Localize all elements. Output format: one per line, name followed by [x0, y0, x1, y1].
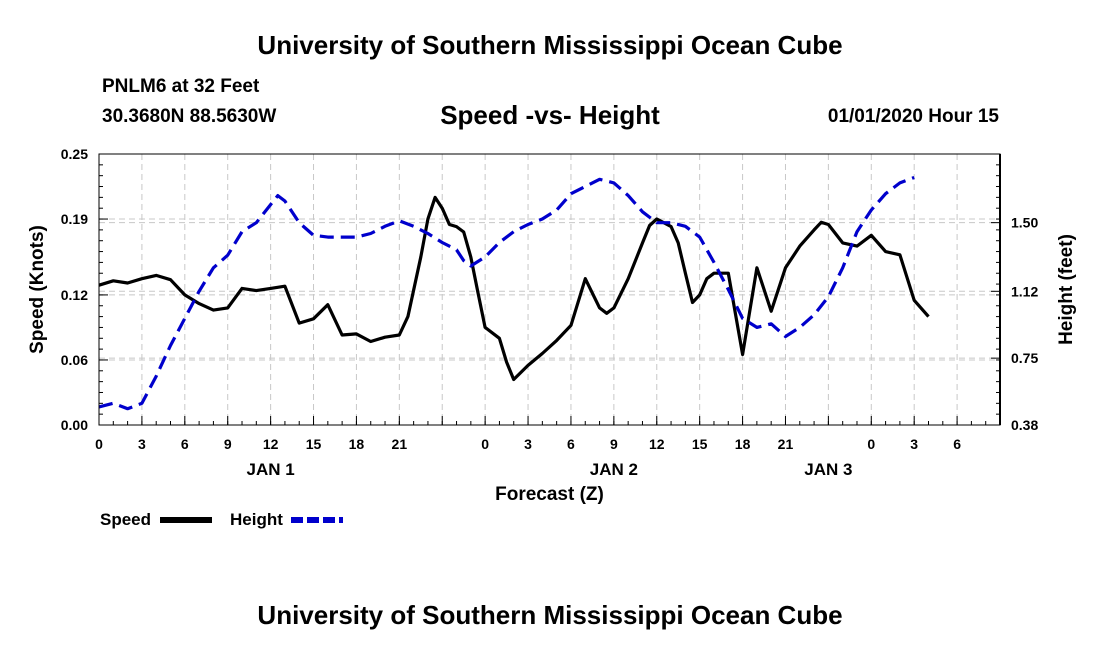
- series-layer: [98, 176, 930, 411]
- x-tick-label: 6: [181, 436, 189, 452]
- x-tick-label: 0: [867, 436, 875, 452]
- x-tick-label: 6: [567, 436, 575, 452]
- y-left-axis-title: Speed (Knots): [27, 225, 48, 354]
- x-tick-label: 9: [224, 436, 232, 452]
- y-right-axis-title: Height (feet): [1056, 234, 1077, 345]
- height-series-line: [98, 176, 915, 411]
- date-label: JAN 2: [590, 460, 638, 479]
- axes: [98, 153, 1001, 426]
- y-left-tick-label: 0.06: [61, 352, 88, 368]
- y-right-tick-label: 1.12: [1011, 283, 1038, 299]
- y-left-tick-label: 0.25: [61, 146, 88, 162]
- footer-title: University of Southern Mississippi Ocean…: [257, 600, 843, 630]
- x-axis-title: Forecast (Z): [495, 484, 604, 505]
- chart-subtitle: Speed -vs- Height: [440, 100, 660, 130]
- y-right-tick-label: 1.50: [1011, 215, 1038, 231]
- x-tick-label: 15: [692, 436, 708, 452]
- y-left-tick-label: 0.12: [61, 287, 88, 303]
- x-tick-label: 0: [95, 436, 103, 452]
- datetime-label: 01/01/2020 Hour 15: [827, 106, 999, 127]
- x-tick-label: 3: [138, 436, 146, 452]
- x-tick-label: 21: [778, 436, 794, 452]
- y-left-tick-label: 0.19: [61, 211, 88, 227]
- axis-labels: 0 3 6 9 12 15 18 21 0 3 6 9 12 15 18 21 0 3 6 JAN 1 JAN 2 JAN…: [27, 146, 1077, 505]
- station-label: PNLM6 at 32 Feet: [102, 76, 260, 97]
- date-label: JAN 1: [247, 460, 295, 479]
- y-right-tick-label: 0.75: [1011, 350, 1038, 366]
- legend-height-label: Height: [230, 510, 283, 529]
- x-tick-label: 18: [349, 436, 365, 452]
- x-tick-label: 0: [481, 436, 489, 452]
- x-tick-label: 15: [306, 436, 322, 452]
- x-tick-label: 21: [392, 436, 408, 452]
- x-tick-label: 6: [953, 436, 961, 452]
- page-title: University of Southern Mississippi Ocean…: [257, 30, 843, 60]
- x-tick-label: 12: [649, 436, 665, 452]
- x-tick-label: 9: [610, 436, 618, 452]
- legend: Speed Height: [100, 510, 343, 529]
- plot-frame: [98, 153, 1001, 426]
- grid-lines: [99, 154, 1000, 425]
- x-tick-label: 3: [910, 436, 918, 452]
- date-label: JAN 3: [804, 460, 852, 479]
- x-tick-label: 12: [263, 436, 279, 452]
- x-tick-label: 18: [735, 436, 751, 452]
- coordinates-label: 30.3680N 88.5630W: [102, 106, 277, 127]
- y-right-tick-label: 0.38: [1011, 417, 1038, 433]
- speed-series-line: [98, 195, 930, 382]
- y-left-tick-label: 0.00: [61, 417, 88, 433]
- x-tick-label: 3: [524, 436, 532, 452]
- legend-speed-label: Speed: [100, 510, 151, 529]
